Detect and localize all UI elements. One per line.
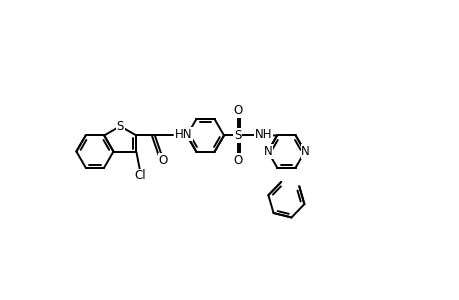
Text: O: O — [232, 154, 241, 166]
Text: S: S — [116, 120, 123, 133]
Text: O: O — [232, 104, 241, 117]
Text: O: O — [158, 154, 168, 167]
Text: S: S — [233, 129, 241, 142]
Text: HN: HN — [174, 128, 191, 141]
Text: Cl: Cl — [134, 169, 146, 182]
Text: NH: NH — [254, 128, 272, 141]
Text: N: N — [263, 145, 272, 158]
Text: N: N — [301, 145, 309, 158]
